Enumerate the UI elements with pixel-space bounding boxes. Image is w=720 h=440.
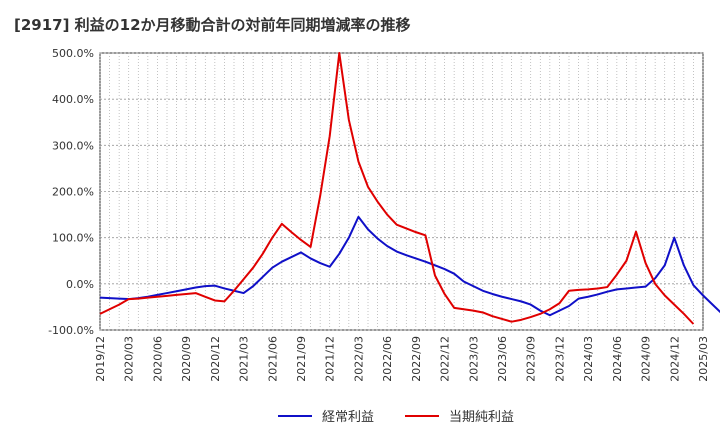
y-tick-label: 500.0% bbox=[52, 47, 94, 60]
x-tick-label: 2024/12 bbox=[668, 336, 681, 382]
x-tick-label: 2020/09 bbox=[180, 336, 193, 382]
x-tick-label: 2024/03 bbox=[582, 336, 595, 382]
chart-title: [2917] 利益の12か月移動合計の対前年同期増減率の推移 bbox=[14, 16, 411, 34]
legend-label-2: 当期純利益 bbox=[449, 410, 514, 425]
x-tick-label: 2023/12 bbox=[553, 336, 566, 382]
series-line-1 bbox=[99, 215, 720, 317]
x-tick-label: 2021/09 bbox=[295, 336, 308, 382]
y-tick-label: -100.0% bbox=[48, 324, 94, 337]
x-tick-label: 2024/09 bbox=[640, 336, 653, 382]
x-tick-label: 2019/12 bbox=[94, 336, 107, 382]
y-tick-label: 200.0% bbox=[52, 186, 94, 199]
y-tick-label: 0.0% bbox=[66, 278, 94, 291]
x-tick-label: 2021/03 bbox=[238, 336, 251, 382]
series-line-2 bbox=[99, 52, 695, 325]
x-tick-label: 2022/09 bbox=[410, 336, 423, 382]
x-tick-label: 2020/03 bbox=[123, 336, 136, 382]
y-tick-label: 300.0% bbox=[52, 139, 94, 152]
x-tick-label: 2022/06 bbox=[381, 336, 394, 382]
legend-label-1: 経常利益 bbox=[322, 410, 374, 425]
x-tick-label: 2022/03 bbox=[352, 336, 365, 382]
x-tick-label: 2023/09 bbox=[525, 336, 538, 382]
y-tick-label: 400.0% bbox=[52, 93, 94, 106]
x-tick-label: 2023/06 bbox=[496, 336, 509, 382]
x-tick-label: 2021/12 bbox=[324, 336, 337, 382]
x-tick-label: 2020/12 bbox=[209, 336, 222, 382]
x-tick-label: 2025/03 bbox=[697, 336, 710, 382]
x-tick-label: 2022/12 bbox=[439, 336, 452, 382]
x-tick-label: 2020/06 bbox=[151, 336, 164, 382]
x-tick-label: 2023/03 bbox=[467, 336, 480, 382]
y-tick-label: 100.0% bbox=[52, 232, 94, 245]
x-tick-label: 2024/06 bbox=[611, 336, 624, 382]
x-tick-label: 2021/06 bbox=[266, 336, 279, 382]
